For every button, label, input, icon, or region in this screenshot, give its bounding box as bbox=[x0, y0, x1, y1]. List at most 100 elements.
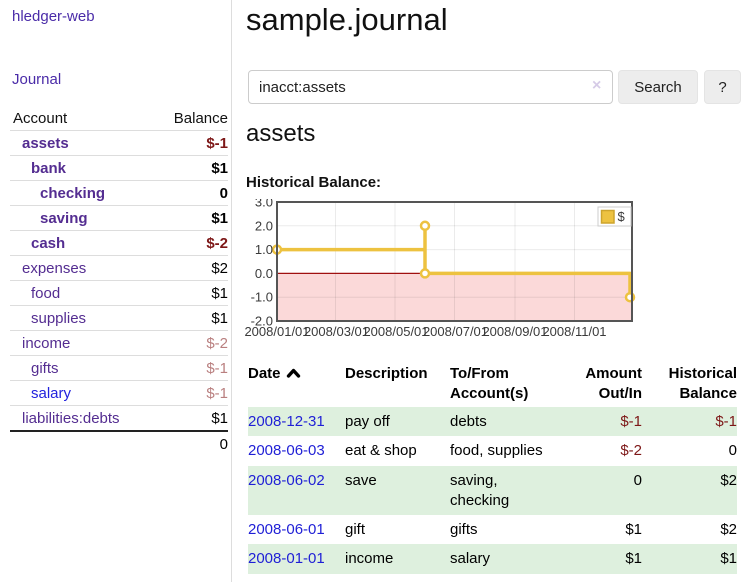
account-balance: $1 bbox=[211, 160, 228, 177]
account-balance: $-1 bbox=[206, 360, 228, 377]
svg-text:-1.0: -1.0 bbox=[251, 290, 273, 305]
legend-label: $ bbox=[618, 209, 626, 224]
account-balance: $-1 bbox=[206, 135, 228, 152]
page-title: sample.journal bbox=[246, 2, 448, 37]
transaction-row[interactable]: 2008-06-03 eat & shop food, supplies $-2 0 bbox=[248, 436, 737, 465]
transaction-description: pay off bbox=[345, 413, 390, 430]
svg-text:2.0: 2.0 bbox=[255, 218, 273, 233]
account-balance: $-2 bbox=[206, 235, 228, 252]
account-row: income $-2 bbox=[10, 330, 228, 356]
transaction-row[interactable]: 2008-01-01 income salary $1 $1 bbox=[248, 544, 737, 574]
account-heading: assets bbox=[246, 120, 316, 147]
legend-swatch-icon bbox=[600, 209, 615, 224]
account-balance: $2 bbox=[211, 260, 228, 277]
account-link[interactable]: liabilities:debts bbox=[22, 410, 120, 427]
transaction-accounts: saving, checking bbox=[450, 471, 510, 509]
clear-search-icon[interactable]: × bbox=[592, 77, 602, 94]
register-header-historical: Historical Balance bbox=[668, 365, 737, 402]
account-link[interactable]: cash bbox=[31, 235, 66, 252]
account-row: saving $1 bbox=[10, 205, 228, 231]
transaction-balance: 0 bbox=[728, 442, 737, 460]
transaction-amount: $1 bbox=[625, 550, 642, 568]
account-row: gifts $-1 bbox=[10, 355, 228, 381]
chart-legend: $ bbox=[597, 206, 632, 227]
account-balance: $-1 bbox=[206, 385, 228, 402]
transaction-row[interactable]: 2008-06-01 gift gifts $1 $2 bbox=[248, 515, 737, 544]
account-link[interactable]: checking bbox=[40, 185, 106, 202]
account-row: supplies $1 bbox=[10, 305, 228, 331]
register-header-to-from: To/From Account(s) bbox=[450, 365, 529, 402]
accounts-total-row: 0 bbox=[10, 431, 228, 456]
account-row: assets $-1 bbox=[10, 130, 228, 156]
account-link[interactable]: food bbox=[31, 285, 61, 302]
transaction-date-link[interactable]: 2008-06-02 bbox=[248, 471, 325, 489]
account-link[interactable]: expenses bbox=[22, 260, 87, 277]
account-row: checking 0 bbox=[10, 180, 228, 206]
account-row: food $1 bbox=[10, 280, 228, 306]
transaction-balance: $-1 bbox=[715, 413, 737, 430]
transaction-row[interactable]: 2008-12-31 pay off debts $-1 $-1 bbox=[248, 407, 737, 437]
transaction-accounts: debts bbox=[450, 413, 487, 430]
svg-text:2008/01/01: 2008/01/01 bbox=[244, 324, 309, 339]
transaction-date-link[interactable]: 2008-06-01 bbox=[248, 521, 325, 538]
svg-text:-2.0: -2.0 bbox=[251, 314, 273, 329]
sidebar-item-journal[interactable]: Journal bbox=[12, 71, 62, 88]
transaction-date-link[interactable]: 2008-01-01 bbox=[248, 550, 325, 568]
svg-text:0.0: 0.0 bbox=[255, 266, 273, 281]
account-row: bank $1 bbox=[10, 155, 228, 181]
account-row: salary $-1 bbox=[10, 380, 228, 406]
accounts-header-row: Account Balance bbox=[10, 106, 228, 131]
transaction-amount: $-2 bbox=[620, 442, 642, 460]
transaction-accounts: salary bbox=[450, 550, 491, 568]
account-balance: $1 bbox=[211, 310, 228, 327]
account-link[interactable]: supplies bbox=[31, 310, 87, 327]
chart-y-axis-labels: 3.0 2.0 1.0 0.0 -1.0 -2.0 bbox=[251, 199, 273, 329]
transaction-description: gift bbox=[345, 521, 366, 538]
transaction-amount: $-1 bbox=[620, 413, 642, 430]
account-link[interactable]: saving bbox=[40, 210, 88, 227]
sidebar-divider bbox=[231, 0, 232, 582]
register-header-amount: Amount Out/In bbox=[585, 365, 642, 402]
svg-text:2008/09/01: 2008/09/01 bbox=[482, 324, 547, 339]
search-button[interactable]: Search bbox=[618, 70, 698, 104]
svg-text:2008/03/01: 2008/03/01 bbox=[304, 324, 369, 339]
transaction-balance: $2 bbox=[720, 521, 737, 538]
chart-x-axis-labels: 2008/01/012008/03/012008/05/012008/07/01… bbox=[244, 324, 606, 339]
account-row: liabilities:debts $1 bbox=[10, 405, 228, 432]
account-balance: 0 bbox=[219, 185, 228, 202]
app-title-link[interactable]: hledger-web bbox=[12, 8, 95, 25]
chart-title: Historical Balance: bbox=[246, 174, 382, 191]
register-header-description: Description bbox=[345, 365, 428, 382]
transaction-amount: 0 bbox=[633, 471, 642, 489]
accounts-total-value: 0 bbox=[219, 436, 228, 453]
accounts-table: Account Balance assets $-1 bank $1 checking 0… bbox=[10, 106, 228, 456]
chart-negative-region bbox=[278, 273, 631, 320]
transaction-balance: $1 bbox=[720, 550, 737, 568]
search-input[interactable] bbox=[248, 70, 613, 104]
svg-text:2008/05/01: 2008/05/01 bbox=[363, 324, 428, 339]
svg-text:2008/11/01: 2008/11/01 bbox=[542, 324, 606, 339]
accounts-header-balance: Balance bbox=[173, 110, 228, 127]
register-header-date[interactable]: Date bbox=[248, 361, 345, 407]
account-link[interactable]: income bbox=[22, 335, 71, 352]
transaction-accounts: food, supplies bbox=[450, 442, 543, 460]
historical-balance-chart[interactable]: $ 3.0 2.0 1.0 0.0 -1.0 -2.0 2008/01/012008/03… bbox=[243, 199, 643, 345]
account-link[interactable]: bank bbox=[31, 160, 67, 177]
account-balance: $-2 bbox=[206, 335, 228, 352]
transaction-balance: $2 bbox=[720, 471, 737, 489]
svg-text:1.0: 1.0 bbox=[255, 242, 273, 257]
svg-text:3.0: 3.0 bbox=[255, 199, 273, 210]
transaction-description: income bbox=[345, 550, 394, 568]
account-link[interactable]: assets bbox=[22, 135, 69, 152]
search-help-button[interactable]: ? bbox=[704, 70, 741, 104]
transaction-row[interactable]: 2008-06-02 save saving, checking 0 $2 bbox=[248, 465, 737, 515]
account-link[interactable]: salary bbox=[31, 385, 72, 402]
transaction-amount: $1 bbox=[625, 521, 642, 538]
transaction-date-link[interactable]: 2008-06-03 bbox=[248, 442, 325, 460]
account-link[interactable]: gifts bbox=[31, 360, 59, 377]
sort-asc-icon bbox=[286, 368, 300, 378]
transaction-date-link[interactable]: 2008-12-31 bbox=[248, 413, 325, 430]
account-row: cash $-2 bbox=[10, 230, 228, 256]
accounts-header-account: Account bbox=[13, 110, 68, 127]
chart-series-line bbox=[275, 224, 632, 299]
